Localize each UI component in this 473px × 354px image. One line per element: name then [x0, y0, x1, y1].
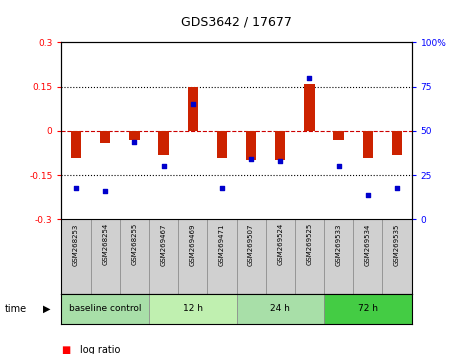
Text: GDS3642 / 17677: GDS3642 / 17677 [181, 15, 292, 28]
Bar [333, 131, 344, 140]
Bar [188, 87, 198, 131]
Text: baseline control: baseline control [69, 304, 141, 313]
Bar [91, 219, 120, 294]
Point [393, 185, 401, 190]
Text: log ratio: log ratio [80, 346, 121, 354]
Point [160, 164, 167, 169]
Bar [324, 219, 353, 294]
Bar [324, 294, 412, 324]
Bar [120, 219, 149, 294]
Bar [246, 131, 256, 160]
Text: 12 h: 12 h [183, 304, 203, 313]
Point [335, 164, 342, 169]
Bar [149, 294, 236, 324]
Text: GSM269533: GSM269533 [335, 223, 342, 266]
Bar [363, 131, 373, 158]
Bar [353, 219, 382, 294]
Point [189, 102, 197, 107]
Point [306, 75, 313, 81]
Bar [217, 131, 227, 158]
Text: GSM269524: GSM269524 [277, 223, 283, 266]
Bar [178, 219, 207, 294]
Text: ■: ■ [61, 346, 71, 354]
Text: GSM269507: GSM269507 [248, 223, 254, 266]
Text: GSM269535: GSM269535 [394, 223, 400, 266]
Bar [158, 131, 169, 155]
Bar [236, 219, 266, 294]
Bar [149, 219, 178, 294]
Bar [61, 219, 91, 294]
Text: GSM269471: GSM269471 [219, 223, 225, 266]
Text: time: time [5, 304, 27, 314]
Bar [304, 84, 315, 131]
Bar [392, 131, 402, 155]
Bar [275, 131, 285, 160]
Point [72, 185, 80, 190]
Bar [100, 131, 110, 143]
Text: GSM268254: GSM268254 [102, 223, 108, 266]
Text: 24 h: 24 h [270, 304, 290, 313]
Bar [236, 294, 324, 324]
Bar [71, 131, 81, 158]
Text: GSM269525: GSM269525 [307, 223, 313, 266]
Point [218, 185, 226, 190]
Point [101, 188, 109, 194]
Text: GSM269469: GSM269469 [190, 223, 196, 266]
Bar [207, 219, 236, 294]
Text: ▶: ▶ [43, 304, 50, 314]
Text: GSM268255: GSM268255 [131, 223, 138, 266]
Text: 72 h: 72 h [358, 304, 378, 313]
Text: GSM268253: GSM268253 [73, 223, 79, 266]
Text: GSM269534: GSM269534 [365, 223, 371, 266]
Bar [266, 219, 295, 294]
Point [364, 192, 372, 198]
Bar [382, 219, 412, 294]
Bar [129, 131, 140, 140]
Point [131, 139, 138, 144]
Point [276, 158, 284, 164]
Text: GSM269467: GSM269467 [160, 223, 166, 266]
Point [247, 156, 255, 162]
Bar [295, 219, 324, 294]
Bar [61, 294, 149, 324]
